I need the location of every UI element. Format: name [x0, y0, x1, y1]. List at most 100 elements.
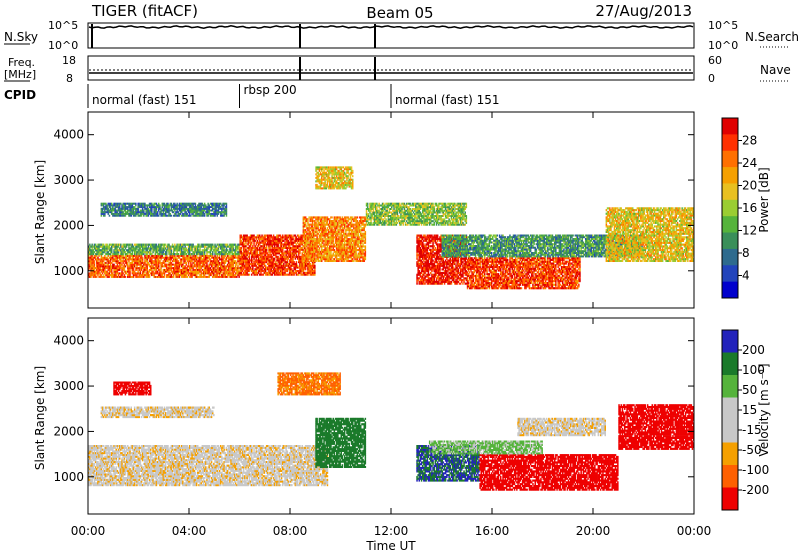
data-cell [316, 247, 318, 249]
data-cell [143, 215, 145, 217]
data-cell [338, 224, 340, 226]
data-cell [324, 227, 326, 229]
data-cell [282, 270, 284, 272]
data-cell [347, 258, 349, 260]
data-cell [342, 216, 344, 218]
data-cell [307, 222, 309, 224]
data-cell [256, 243, 258, 245]
data-cell [330, 258, 332, 260]
data-cell [243, 263, 245, 265]
data-cell [296, 236, 298, 238]
data-cell [163, 251, 165, 253]
nave-label: Nave [760, 63, 791, 77]
data-cell [299, 252, 301, 254]
data-cell [351, 220, 353, 222]
data-cell [336, 256, 338, 258]
data-cell [342, 242, 344, 244]
data-cell [168, 206, 170, 208]
data-cell [307, 274, 309, 276]
data-cell [244, 243, 246, 245]
freq-unit: [MHz] [4, 68, 36, 81]
data-cell [266, 245, 268, 247]
data-cell [336, 236, 338, 238]
data-cell [312, 222, 314, 224]
data-cell [297, 265, 299, 267]
nsky-right-tick-low: 10^0 [708, 39, 738, 52]
data-cell [314, 220, 316, 222]
data-cell [165, 244, 167, 246]
data-cell [345, 218, 347, 220]
data-cell [164, 246, 166, 248]
data-cell [252, 267, 254, 269]
data-cell [125, 251, 127, 253]
data-cell [311, 256, 313, 258]
data-cell [282, 249, 284, 251]
data-cell [174, 244, 176, 246]
data-cell [333, 253, 335, 255]
data-cell [287, 249, 289, 251]
data-cell [282, 251, 284, 253]
data-cell [241, 272, 243, 274]
data-cell [312, 225, 314, 227]
data-cell [276, 263, 278, 265]
data-cell [283, 263, 285, 265]
data-cell [319, 247, 321, 249]
data-cell [145, 246, 147, 248]
data-cell [306, 225, 308, 227]
data-cell [311, 244, 313, 246]
data-cell [179, 276, 181, 278]
data-cell [186, 253, 188, 255]
data-cell [155, 253, 157, 255]
data-cell [156, 244, 158, 246]
data-cell [94, 260, 96, 262]
data-cell [337, 235, 339, 237]
data-cell [132, 251, 134, 253]
data-cell [296, 252, 298, 254]
nave-tick-high: 60 [708, 54, 722, 67]
nsky-series [89, 26, 693, 28]
data-cell [182, 246, 184, 248]
data-cell [259, 243, 261, 245]
data-cell [334, 244, 336, 246]
data-cell [129, 269, 131, 271]
data-cell [171, 251, 173, 253]
data-cell [303, 220, 305, 222]
data-cell [109, 215, 111, 217]
data-cell [120, 244, 122, 246]
data-cell [249, 265, 251, 267]
data-cell [106, 244, 108, 246]
nsky-tick-high: 10^5 [48, 19, 78, 32]
data-cell [296, 272, 298, 274]
data-cell [277, 256, 279, 258]
data-cell [158, 265, 160, 267]
data-cell [132, 244, 134, 246]
data-cell [349, 231, 351, 233]
data-cell [166, 251, 168, 253]
data-cell [310, 231, 312, 233]
data-cell [179, 215, 181, 217]
data-cell [143, 253, 145, 255]
data-cell [129, 251, 131, 253]
data-cell [327, 220, 329, 222]
data-cell [191, 247, 193, 249]
data-cell [212, 251, 214, 253]
data-cell [109, 246, 111, 248]
data-cell [292, 270, 294, 272]
data-cell [339, 216, 341, 218]
data-cell [264, 263, 266, 265]
data-cell [277, 270, 279, 272]
data-cell [318, 245, 320, 247]
data-cell [204, 253, 206, 255]
data-cell [347, 253, 349, 255]
data-cell [125, 265, 127, 267]
data-cell [318, 258, 320, 260]
data-cell [111, 247, 113, 249]
data-cell [101, 215, 103, 217]
data-cell [256, 265, 258, 267]
cpid-label: CPID [4, 88, 36, 102]
data-cell [91, 244, 93, 246]
data-cell [335, 229, 337, 231]
data-cell [347, 216, 349, 218]
data-cell [314, 265, 316, 267]
data-cell [311, 240, 313, 242]
